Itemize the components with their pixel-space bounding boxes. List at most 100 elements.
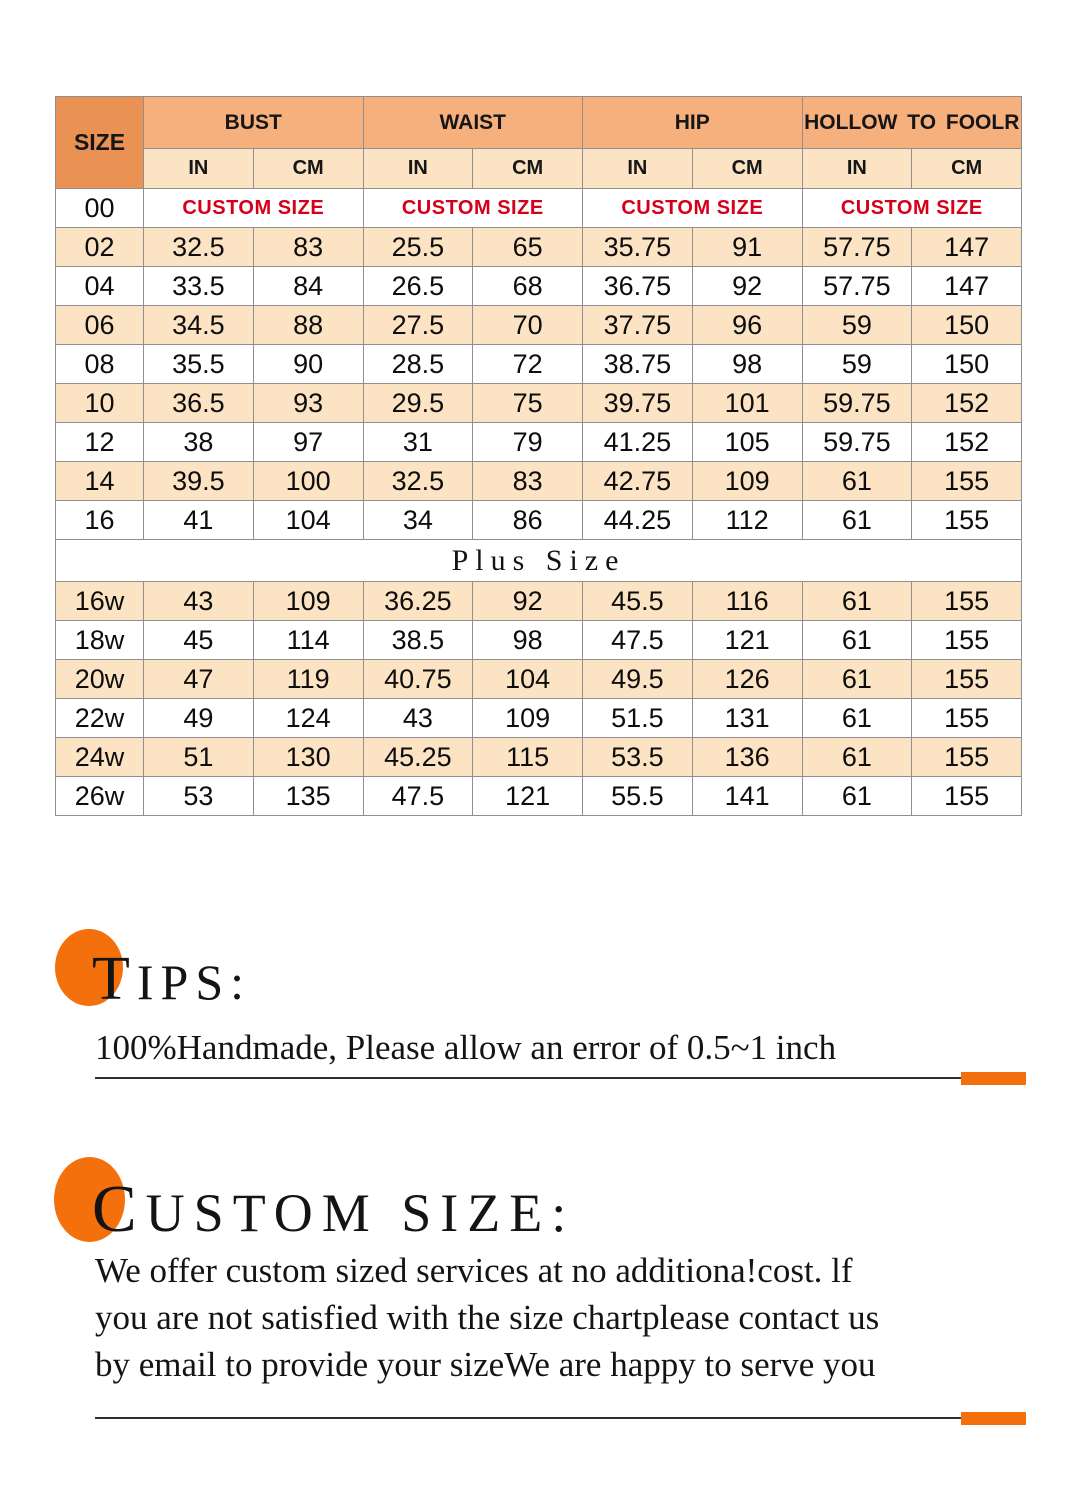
value-cell: 53.5 [582,737,693,777]
value-cell: 121 [691,620,803,660]
value-cell: 27.5 [362,305,474,345]
table-row-size-12: 12 38 97 31 79 41.25 105 59.75 152 [55,422,1022,462]
value-cell: 41 [143,500,254,540]
value-cell: 121 [472,776,583,816]
value-cell: 51 [143,737,254,777]
value-cell: 104 [252,500,364,540]
value-cell: 61 [801,659,913,699]
value-cell: 131 [691,698,803,738]
value-cell: 147 [911,227,1022,267]
column-header-bust: BUST [143,96,364,149]
value-cell: 45.25 [362,737,474,777]
value-cell: 104 [472,659,583,699]
value-cell: 101 [691,383,803,423]
table-row-size-04: 04 33.5 84 26.5 68 36.75 92 57.75 147 [55,266,1022,306]
value-cell: 32.5 [143,227,254,267]
value-cell: 59 [801,344,913,384]
tips-divider-line [95,1077,970,1079]
value-cell: 47 [143,659,254,699]
value-cell: 97 [252,422,364,462]
size-cell: 16 [55,500,144,540]
value-cell: 93 [252,383,364,423]
value-cell: 83 [472,461,583,501]
table-row-size-06: 06 34.5 88 27.5 70 37.75 96 59 150 [55,305,1022,345]
size-cell: 22w [55,698,144,738]
table-row-size-20w: 20w 47 119 40.75 104 49.5 126 61 155 [55,659,1022,699]
value-cell: 61 [801,776,913,816]
value-cell: 114 [252,620,364,660]
value-cell: 152 [911,422,1022,462]
value-cell: 88 [252,305,364,345]
tips-heading: TIPS: [92,945,252,1013]
table-row-size-08: 08 35.5 90 28.5 72 38.75 98 59 150 [55,344,1022,384]
value-cell: 130 [252,737,364,777]
value-cell: 61 [801,581,913,621]
value-cell: 51.5 [582,698,693,738]
table-row-size-16w: 16w 43 109 36.25 92 45.5 116 61 155 [55,581,1022,621]
custom-size-bullet-circle [54,1157,125,1242]
value-cell: 43 [143,581,254,621]
value-cell: 57.75 [801,266,913,306]
value-cell: 98 [472,620,583,660]
table-row-size-14: 14 39.5 100 32.5 83 42.75 109 61 155 [55,461,1022,501]
value-cell: 90 [252,344,364,384]
size-cell: 00 [55,188,144,228]
size-chart-table: SIZE BUST WAIST HIP HOLLOW TO FOOLR IN C… [55,96,1022,816]
value-cell: 155 [911,776,1022,816]
value-cell: 53 [143,776,254,816]
value-cell: 109 [691,461,803,501]
column-header-size: SIZE [55,96,144,189]
size-cell: 02 [55,227,144,267]
table-row-size-22w: 22w 49 124 43 109 51.5 131 61 155 [55,698,1022,738]
value-cell: 45 [143,620,254,660]
value-cell: 36.75 [582,266,693,306]
tips-bullet-circle [55,929,123,1006]
value-cell: 70 [472,305,583,345]
table-row-size-10: 10 36.5 93 29.5 75 39.75 101 59.75 152 [55,383,1022,423]
value-cell: 135 [252,776,364,816]
value-cell: 98 [691,344,803,384]
value-cell: 31 [362,422,474,462]
value-cell: 68 [472,266,583,306]
unit-header-waist-cm: CM [472,148,583,189]
value-cell: 35.5 [143,344,254,384]
value-cell: 155 [911,500,1022,540]
value-cell: 112 [691,500,803,540]
value-cell: 91 [691,227,803,267]
table-row-size-18w: 18w 45 114 38.5 98 47.5 121 61 155 [55,620,1022,660]
size-cell: 20w [55,659,144,699]
value-cell: 44.25 [582,500,693,540]
size-cell: 08 [55,344,144,384]
value-cell: 47.5 [362,776,474,816]
value-cell: 59.75 [801,383,913,423]
value-cell: 34.5 [143,305,254,345]
value-cell: 29.5 [362,383,474,423]
value-cell: 55.5 [582,776,693,816]
value-cell: 36.5 [143,383,254,423]
column-header-hip: HIP [582,96,803,149]
value-cell: 150 [911,305,1022,345]
value-cell: 49 [143,698,254,738]
value-cell: 105 [691,422,803,462]
value-cell: 33.5 [143,266,254,306]
value-cell: 47.5 [582,620,693,660]
table-row-size-00: 00 CUSTOM SIZE CUSTOM SIZE CUSTOM SIZE CUSTO… [55,188,1022,228]
size-cell: 24w [55,737,144,777]
value-cell: 38 [143,422,254,462]
value-cell: 25.5 [362,227,474,267]
value-cell: 109 [252,581,364,621]
value-cell: 150 [911,344,1022,384]
value-cell: 37.75 [582,305,693,345]
value-cell: 126 [691,659,803,699]
value-cell: 86 [472,500,583,540]
tips-body-text: 100%Handmade, Please allow an error of 0… [95,1028,837,1067]
value-cell: 100 [252,461,364,501]
value-cell: 26.5 [362,266,474,306]
custom-size-body-line-3: by email to provide your sizeWe are happ… [95,1345,876,1384]
unit-header-hollow-cm: CM [911,148,1022,189]
size-chart-body: 00 CUSTOM SIZE CUSTOM SIZE CUSTOM SIZE CUSTO… [55,188,1022,816]
custom-size-body-text: We offer custom sized services at no add… [95,1247,879,1388]
value-cell: 147 [911,266,1022,306]
custom-size-cell: CUSTOM SIZE [801,188,1022,228]
custom-size-cell: CUSTOM SIZE [362,188,583,228]
